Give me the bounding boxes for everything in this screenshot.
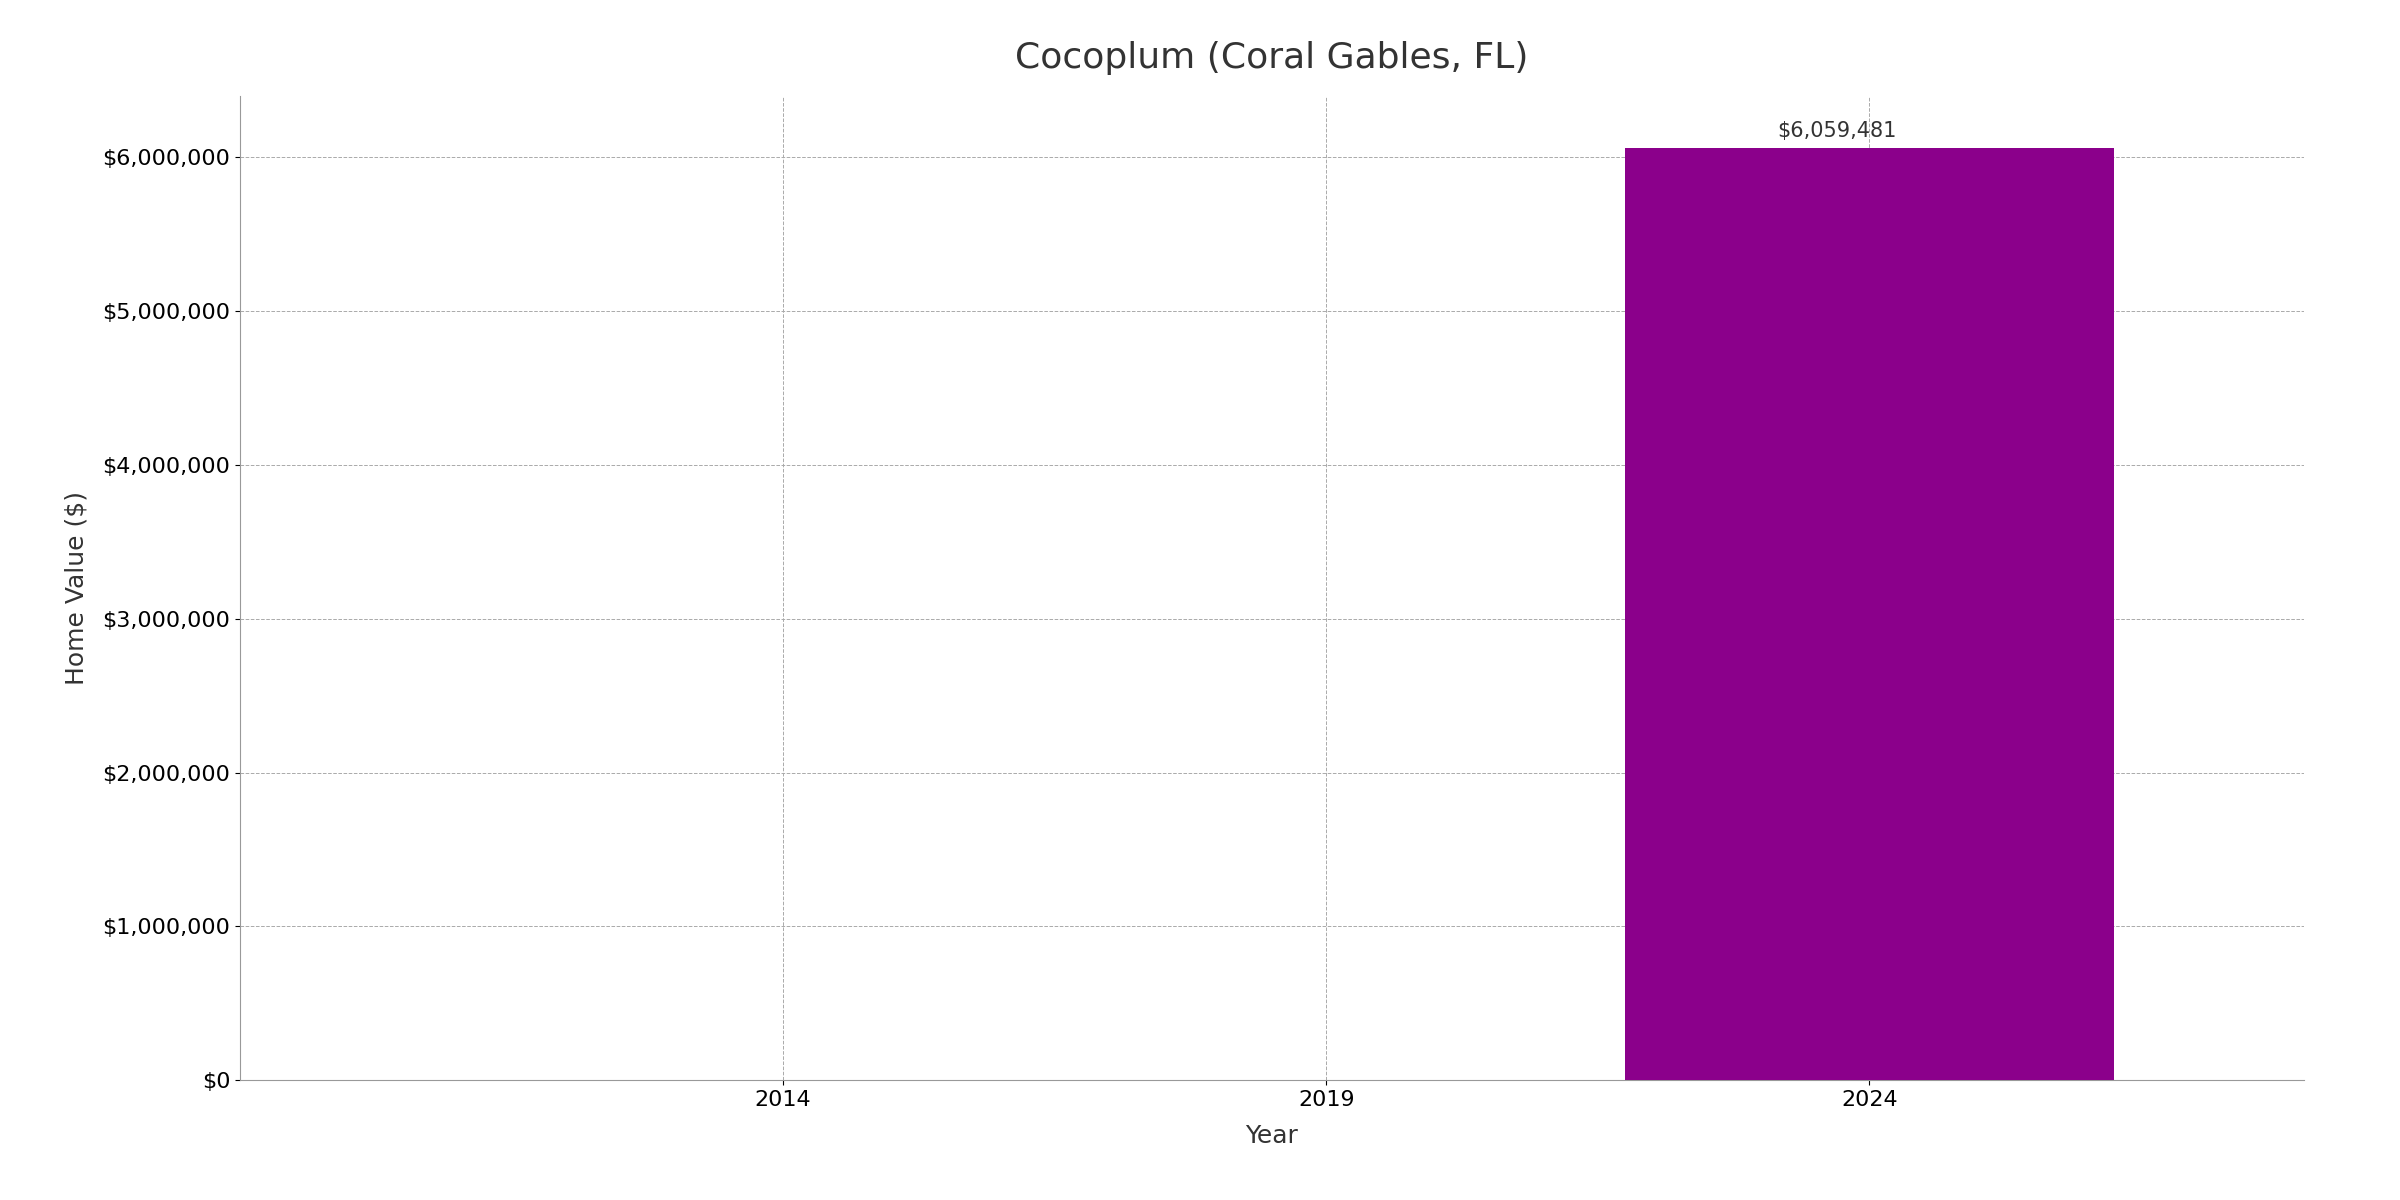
- Title: Cocoplum (Coral Gables, FL): Cocoplum (Coral Gables, FL): [1015, 41, 1529, 76]
- X-axis label: Year: Year: [1246, 1123, 1298, 1147]
- Y-axis label: Home Value ($): Home Value ($): [65, 491, 89, 685]
- Bar: [1625, 149, 2114, 1080]
- Text: $6,059,481: $6,059,481: [1776, 121, 1896, 142]
